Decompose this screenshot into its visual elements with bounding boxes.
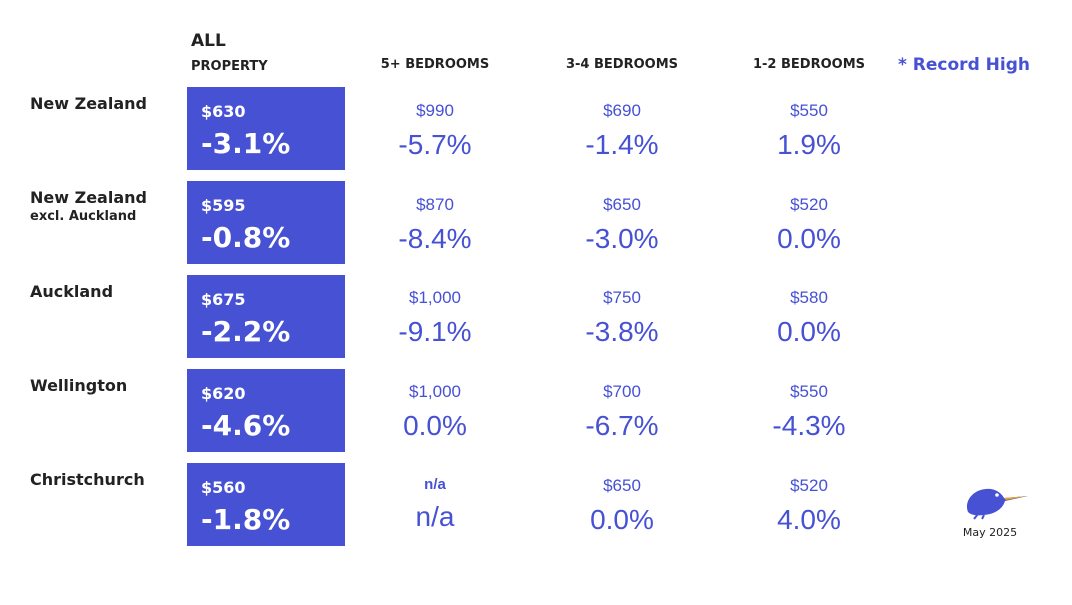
region-name: Wellington [30, 376, 128, 395]
change-1-2: 4.0% [777, 504, 841, 535]
cell-5plus: $1,000 0.0% [350, 382, 520, 442]
all-price: $675 [201, 290, 246, 309]
change-5plus: -9.1% [398, 316, 472, 347]
header-all: ALL [191, 31, 226, 51]
price-1-2: $580 [790, 288, 828, 307]
all-property-box: $630 -3.1% [187, 87, 345, 170]
price-3-4: $650 [603, 195, 641, 214]
cell-1-2: $550 -4.3% [724, 382, 894, 442]
price-3-4: $750 [603, 288, 641, 307]
region-name: New Zealand [30, 188, 147, 207]
price-5plus: $990 [416, 101, 454, 120]
region-label: Auckland [30, 282, 113, 301]
cell-1-2: $520 0.0% [724, 195, 894, 255]
cell-1-2: $520 4.0% [724, 476, 894, 536]
all-price: $560 [201, 478, 246, 497]
price-5plus: $1,000 [409, 382, 461, 401]
change-5plus: 0.0% [403, 410, 467, 441]
price-1-2: $550 [790, 382, 828, 401]
price-3-4: $650 [603, 476, 641, 495]
report-date: May 2025 [962, 526, 1018, 539]
all-property-box: $595 -0.8% [187, 181, 345, 264]
price-5plus: n/a [424, 476, 446, 493]
cell-1-2: $550 1.9% [724, 101, 894, 161]
record-high-note: * Record High [898, 55, 1030, 75]
change-1-2: -4.3% [772, 410, 846, 441]
header-property: PROPERTY [191, 59, 268, 74]
cell-5plus: n/a n/a [350, 476, 520, 533]
change-1-2: 0.0% [777, 316, 841, 347]
all-property-box: $675 -2.2% [187, 275, 345, 358]
price-3-4: $700 [603, 382, 641, 401]
all-change: -4.6% [201, 409, 291, 442]
all-price: $595 [201, 196, 246, 215]
change-3-4: -6.7% [585, 410, 659, 441]
cell-5plus: $870 -8.4% [350, 195, 520, 255]
cell-3-4: $700 -6.7% [537, 382, 707, 442]
change-1-2: 1.9% [777, 129, 841, 160]
header-3-4-bedrooms: 3-4 BEDROOMS [565, 57, 678, 72]
change-3-4: 0.0% [590, 504, 654, 535]
kiwi-bird-icon [962, 484, 1032, 525]
region-name: New Zealand [30, 94, 147, 113]
change-5plus: -5.7% [398, 129, 472, 160]
change-3-4: -1.4% [585, 129, 659, 160]
price-1-2: $550 [790, 101, 828, 120]
cell-3-4: $650 0.0% [537, 476, 707, 536]
price-5plus: $870 [416, 195, 454, 214]
price-1-2: $520 [790, 476, 828, 495]
region-label: Wellington [30, 376, 127, 395]
cell-3-4: $650 -3.0% [537, 195, 707, 255]
all-change: -3.1% [201, 127, 291, 160]
price-1-2: $520 [790, 195, 828, 214]
all-change: -0.8% [201, 221, 291, 254]
price-5plus: $1,000 [409, 288, 461, 307]
all-price: $620 [201, 384, 246, 403]
price-3-4: $690 [603, 101, 641, 120]
region-name: Auckland [30, 282, 114, 301]
change-5plus: -8.4% [398, 223, 472, 254]
all-property-box: $560 -1.8% [187, 463, 345, 546]
change-3-4: -3.0% [585, 223, 659, 254]
region-label: New Zealand excl. Auckland [30, 188, 147, 224]
region-name: Christchurch [30, 470, 145, 489]
region-label: New Zealand [30, 94, 147, 113]
header-1-2-bedrooms: 1-2 BEDROOMS [752, 57, 865, 72]
change-1-2: 0.0% [777, 223, 841, 254]
all-property-box: $620 -4.6% [187, 369, 345, 452]
all-price: $630 [201, 102, 246, 121]
cell-5plus: $990 -5.7% [350, 101, 520, 161]
region-label: Christchurch [30, 470, 145, 489]
cell-1-2: $580 0.0% [724, 288, 894, 348]
region-subtitle: excl. Auckland [30, 209, 137, 224]
cell-3-4: $750 -3.8% [537, 288, 707, 348]
cell-5plus: $1,000 -9.1% [350, 288, 520, 348]
change-5plus: n/a [415, 501, 455, 532]
cell-3-4: $690 -1.4% [537, 101, 707, 161]
all-change: -1.8% [201, 503, 291, 536]
header-5plus-bedrooms: 5+ BEDROOMS [380, 57, 490, 72]
all-change: -2.2% [201, 315, 291, 348]
change-3-4: -3.8% [585, 316, 659, 347]
